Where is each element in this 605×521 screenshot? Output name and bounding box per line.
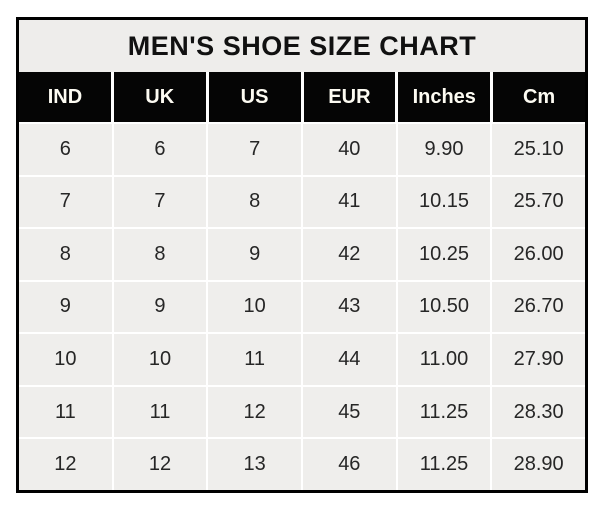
table-cell: 12 — [208, 386, 301, 438]
table-row: 8 8 9 42 10.25 26.00 — [19, 229, 585, 280]
table-cell: 13 — [208, 439, 301, 490]
table-body: 6 6 7 40 9.90 25.10 7 7 8 41 10.15 25.70… — [19, 124, 585, 490]
column-header-ind: IND — [19, 72, 111, 122]
table-header: IND UK US EUR Inches Cm — [19, 72, 585, 122]
table-cell: 46 — [302, 439, 396, 490]
table-cell: 11.25 — [397, 439, 491, 490]
table-cell: 9 — [19, 281, 112, 333]
table-cell: 12 — [19, 439, 112, 490]
table-cell: 9.90 — [397, 124, 491, 175]
table-cell: 43 — [302, 281, 396, 333]
table-cell: 25.70 — [492, 176, 585, 228]
table-cell: 41 — [302, 176, 396, 228]
table-cell: 42 — [302, 229, 396, 280]
table-cell: 10 — [208, 281, 301, 333]
table-row: 9 9 10 43 10.50 26.70 — [19, 281, 585, 333]
column-header-uk: UK — [113, 72, 206, 122]
table-row: 6 6 7 40 9.90 25.10 — [19, 124, 585, 175]
table-cell: 10.25 — [397, 229, 491, 280]
table-cell: 10.15 — [397, 176, 491, 228]
table-cell: 8 — [208, 176, 301, 228]
column-header-cm: Cm — [493, 72, 585, 122]
table-cell: 7 — [208, 124, 301, 175]
table-cell: 10 — [19, 334, 112, 385]
table-cell: 10 — [113, 334, 207, 385]
table-cell: 8 — [19, 229, 112, 280]
table-cell: 25.10 — [492, 124, 585, 175]
table-cell: 12 — [113, 439, 207, 490]
table-cell: 44 — [302, 334, 396, 385]
table-cell: 45 — [302, 386, 396, 438]
table-cell: 7 — [113, 176, 207, 228]
table-cell: 26.00 — [492, 229, 585, 280]
table-cell: 11 — [208, 334, 301, 385]
column-header-inches: Inches — [398, 72, 491, 122]
table-cell: 6 — [113, 124, 207, 175]
chart-title: MEN'S SHOE SIZE CHART — [19, 20, 585, 72]
table-cell: 11.00 — [397, 334, 491, 385]
shoe-size-chart: MEN'S SHOE SIZE CHART IND UK US EUR Inch… — [16, 17, 588, 493]
column-header-eur: EUR — [303, 72, 396, 122]
table-cell: 8 — [113, 229, 207, 280]
table-cell: 28.90 — [492, 439, 585, 490]
table-cell: 40 — [302, 124, 396, 175]
table-row: 10 10 11 44 11.00 27.90 — [19, 334, 585, 385]
table-cell: 27.90 — [492, 334, 585, 385]
table-cell: 7 — [19, 176, 112, 228]
table-cell: 26.70 — [492, 281, 585, 333]
table-row: 12 12 13 46 11.25 28.90 — [19, 439, 585, 490]
table-cell: 9 — [208, 229, 301, 280]
table-cell: 11.25 — [397, 386, 491, 438]
table-cell: 11 — [19, 386, 112, 438]
table-cell: 28.30 — [492, 386, 585, 438]
table-row: 7 7 8 41 10.15 25.70 — [19, 176, 585, 228]
table-cell: 11 — [113, 386, 207, 438]
table-row: 11 11 12 45 11.25 28.30 — [19, 386, 585, 438]
table-cell: 9 — [113, 281, 207, 333]
table-cell: 10.50 — [397, 281, 491, 333]
table-cell: 6 — [19, 124, 112, 175]
column-header-us: US — [208, 72, 301, 122]
